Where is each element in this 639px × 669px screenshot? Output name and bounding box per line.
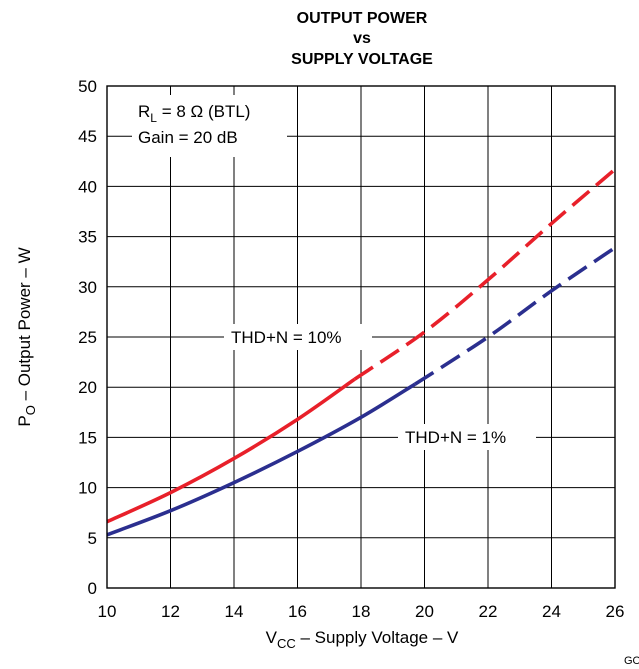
- x-tick-label: 18: [352, 602, 371, 621]
- y-tick-label: 35: [78, 228, 97, 247]
- series-1-dashed-line: [413, 246, 617, 386]
- figure-id: GO: [624, 655, 639, 667]
- x-tick-label: 20: [415, 602, 434, 621]
- x-axis-label: VCC – Supply Voltage – V: [266, 628, 459, 651]
- series-0-dashed-line: [353, 167, 617, 381]
- y-tick-label: 5: [88, 529, 97, 548]
- y-tick-label: 45: [78, 127, 97, 146]
- y-tick-label: 30: [78, 278, 97, 297]
- x-tick-label: 24: [542, 602, 561, 621]
- y-tick-labels: 0 5 10 15 20 25 30 35 40 45 50: [78, 77, 97, 598]
- series-1-solid-line: [106, 382, 416, 537]
- y-tick-label: 10: [78, 479, 97, 498]
- chart-title-line-3: SUPPLY VOLTAGE: [291, 51, 433, 68]
- x-tick-label: 12: [161, 602, 180, 621]
- y-axis-label: PO – Output Power – W: [15, 247, 38, 426]
- plot-frame: [106, 85, 616, 589]
- series-label-bg-10: [224, 324, 372, 350]
- series-label-thd-1: THD+N = 1%: [405, 428, 506, 447]
- x-tick-label: 26: [606, 602, 625, 621]
- y-tick-label: 20: [78, 378, 97, 397]
- y-tick-label: 0: [88, 579, 97, 598]
- x-tick-labels: 10 12 14 16 18 20 22 24 26: [98, 602, 625, 621]
- y-tick-label: 40: [78, 177, 97, 196]
- chart-title-line-1: OUTPUT POWER: [297, 10, 428, 27]
- x-tick-label: 22: [479, 602, 498, 621]
- series-group: [106, 167, 617, 537]
- x-tick-label: 14: [225, 602, 244, 621]
- y-tick-label: 50: [78, 77, 97, 96]
- x-tick-label: 16: [288, 602, 307, 621]
- condition-gain: Gain = 20 dB: [138, 128, 238, 147]
- x-tick-label: 10: [98, 602, 117, 621]
- series-label-bg-1: [398, 424, 536, 450]
- y-tick-label: 25: [78, 328, 97, 347]
- condition-load: RL = 8 Ω (BTL): [138, 102, 250, 125]
- chart-title-line-2: vs: [353, 30, 371, 47]
- y-tick-label: 15: [78, 428, 97, 447]
- grid: [107, 86, 615, 588]
- series-0-solid-line: [106, 377, 356, 524]
- series-label-thd-10: THD+N = 10%: [231, 328, 342, 347]
- conditions-box: [132, 95, 287, 157]
